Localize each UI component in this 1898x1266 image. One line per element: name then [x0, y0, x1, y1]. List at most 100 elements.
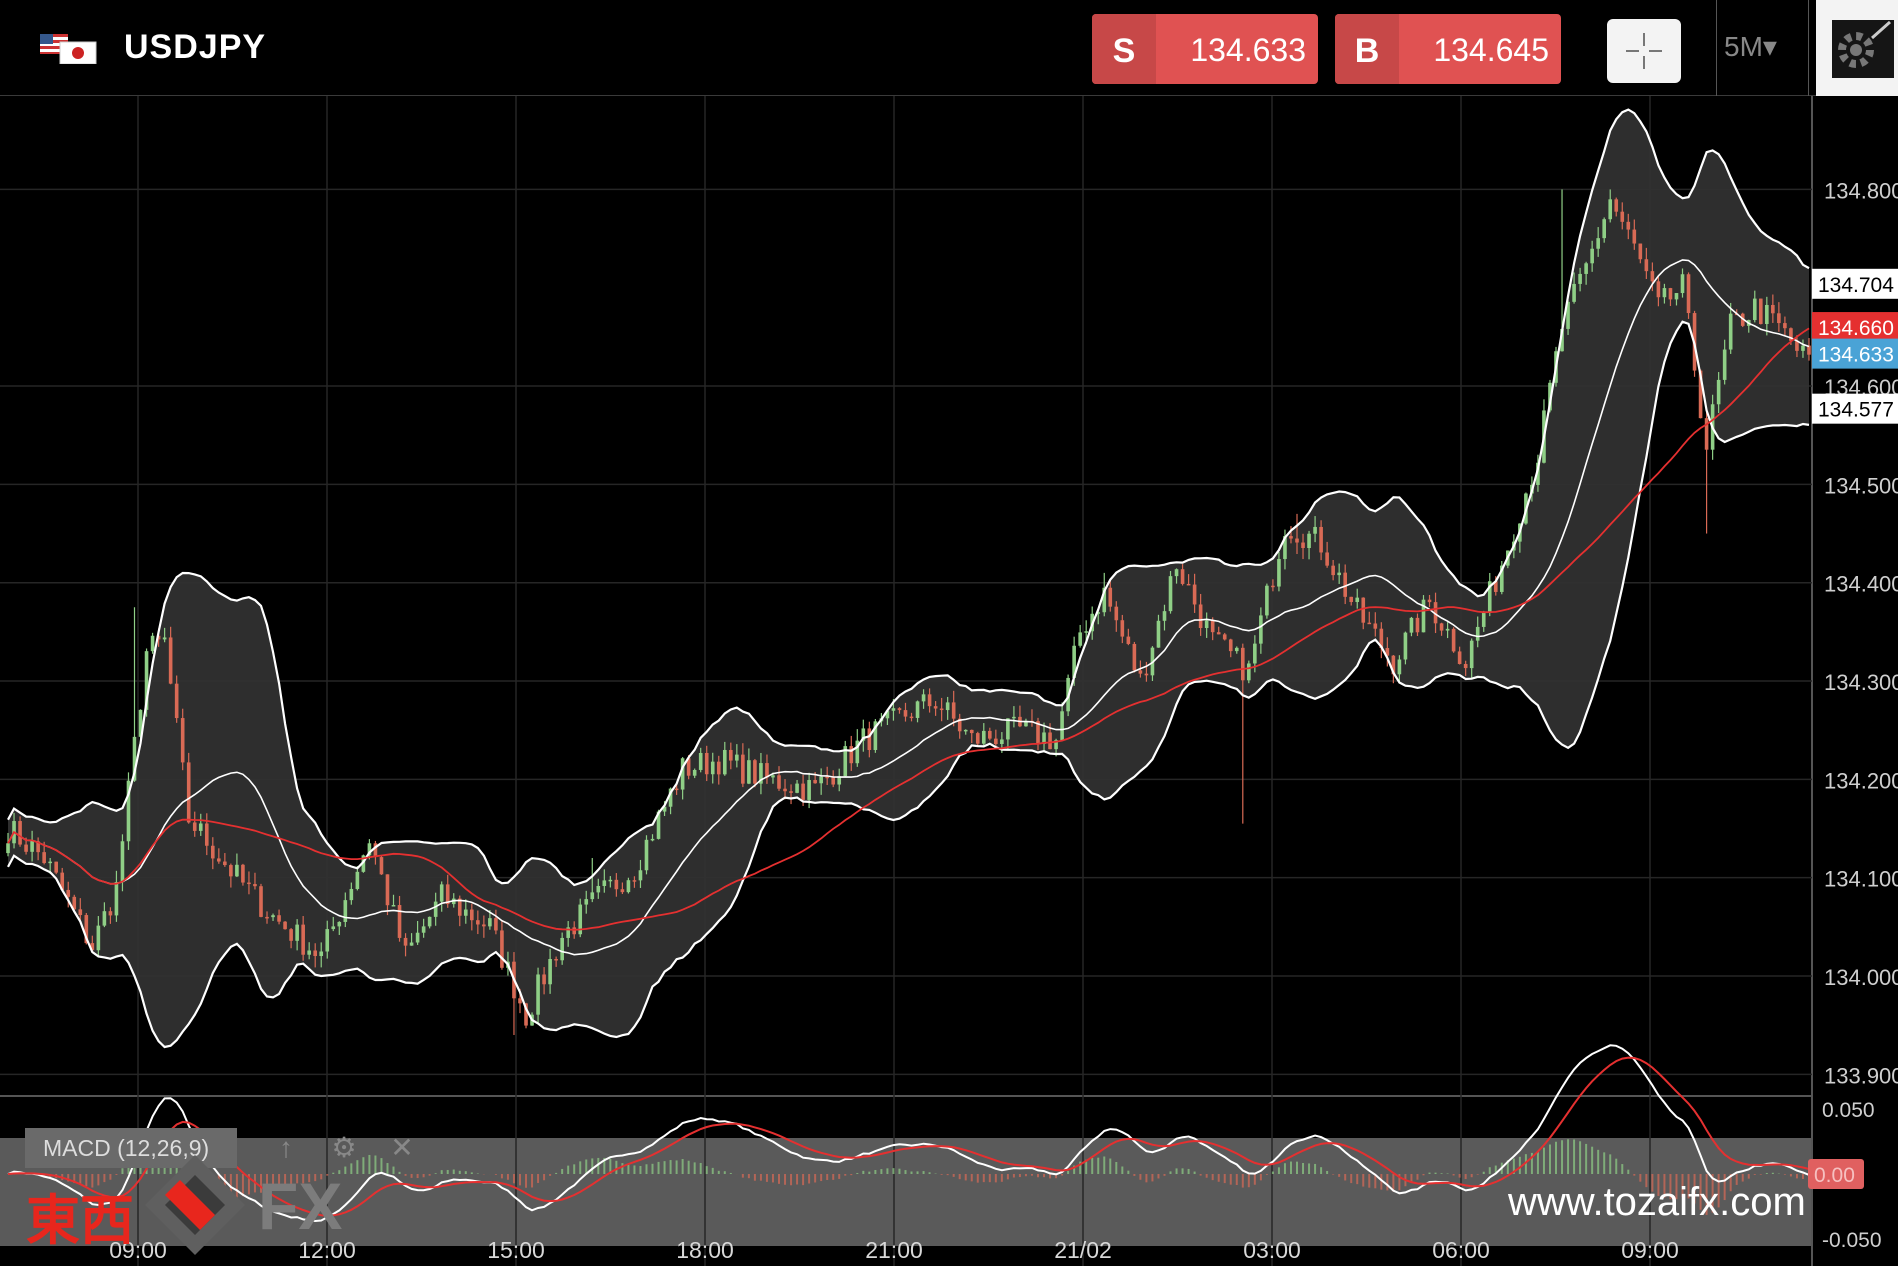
- x-tick-label: 18:00: [676, 1237, 734, 1263]
- settings-button[interactable]: [1816, 0, 1898, 96]
- candle-body: [536, 974, 540, 1015]
- candle-body: [1313, 526, 1317, 534]
- y-tick-label: 134.400: [1824, 572, 1898, 597]
- candle-body: [1415, 617, 1420, 633]
- close-icon[interactable]: ✕: [390, 1132, 414, 1163]
- macd-y-tick: -0.050: [1822, 1229, 1882, 1252]
- candle-body: [482, 924, 486, 927]
- candle-body: [771, 775, 775, 778]
- candle-body: [735, 754, 739, 761]
- candle-body: [1602, 219, 1607, 239]
- candle-body: [355, 871, 360, 889]
- move-up-icon[interactable]: ↑: [279, 1132, 293, 1163]
- candle-body: [84, 915, 89, 944]
- price-tag-ma: [1812, 312, 1898, 343]
- candle-body: [1325, 552, 1329, 566]
- candle-body: [680, 758, 685, 790]
- candle-body: [861, 728, 866, 741]
- x-tick-label: 03:00: [1243, 1237, 1301, 1263]
- candle-body: [1277, 559, 1281, 587]
- candle-body: [1662, 288, 1667, 298]
- candle-body: [945, 702, 950, 711]
- macd-indicator-label[interactable]: MACD (12,26,9): [25, 1128, 237, 1168]
- candle-body: [1180, 569, 1185, 584]
- candle-body: [204, 823, 209, 846]
- bollinger-lower-line: [7, 320, 1810, 1049]
- candle-body: [855, 740, 860, 764]
- crosshair-button[interactable]: [1607, 19, 1681, 83]
- candle-body: [903, 710, 908, 717]
- candle-body: [36, 841, 40, 853]
- candle-body: [608, 879, 613, 882]
- macd-value-tag: [1808, 1159, 1864, 1189]
- watermark-url: www.tozaifx.com: [1508, 1180, 1806, 1224]
- candle-body: [825, 776, 829, 779]
- candle-body: [584, 899, 589, 905]
- toolbar-divider: [1808, 0, 1809, 96]
- candle-body: [1337, 572, 1341, 576]
- gear-icon: [1832, 20, 1894, 78]
- macd-signal-line: [7, 1056, 1810, 1217]
- candle-body: [981, 730, 986, 744]
- indicator-gear-icon[interactable]: ⚙: [331, 1132, 357, 1163]
- candle-body: [1632, 229, 1637, 244]
- candle-body: [283, 921, 287, 930]
- candle-body: [162, 637, 167, 640]
- buy-button[interactable]: B 134.645: [1335, 14, 1561, 84]
- candle-body: [144, 651, 149, 710]
- candle-body: [747, 760, 751, 784]
- candle-body: [1060, 711, 1064, 741]
- candle-body: [686, 758, 691, 776]
- candle-body: [915, 701, 920, 718]
- candle-body: [698, 752, 703, 770]
- candle-body: [1114, 606, 1119, 621]
- candle-body: [885, 710, 890, 719]
- candle-body: [777, 775, 781, 789]
- candle-body: [1475, 626, 1480, 641]
- candle-body: [1807, 345, 1811, 355]
- candle-body: [897, 708, 902, 711]
- price-chart[interactable]: 133.900 134.000 134.100 134.200 134.300 134.4…: [0, 96, 1898, 1266]
- candle-body: [674, 788, 679, 791]
- candle-body: [1626, 221, 1631, 230]
- candle-body: [210, 845, 215, 859]
- candle-body: [843, 746, 848, 777]
- sell-label: S: [1092, 14, 1156, 84]
- x-tick-label: 09:00: [1621, 1237, 1679, 1263]
- watermark-fx: FX: [258, 1169, 343, 1243]
- candle-body: [831, 776, 836, 785]
- candle-body: [307, 950, 311, 955]
- candle-body: [259, 886, 263, 917]
- candle-body: [476, 920, 480, 925]
- candle-body: [1716, 379, 1721, 405]
- candle-body: [457, 898, 462, 916]
- candle-body: [1433, 602, 1438, 624]
- candle-body: [1054, 740, 1058, 750]
- candle-body: [1493, 581, 1498, 592]
- candle-body: [638, 870, 643, 881]
- candle-body: [6, 843, 10, 854]
- candle-body: [343, 900, 348, 922]
- candle-body: [331, 926, 336, 930]
- candle-body: [759, 763, 763, 784]
- candle-body: [72, 896, 77, 910]
- candle-body: [1253, 643, 1257, 664]
- candle-body: [1006, 718, 1010, 740]
- candle-body: [120, 841, 125, 883]
- candle-body: [385, 874, 390, 906]
- candle-body: [1259, 615, 1263, 644]
- candle-body: [1560, 328, 1564, 352]
- candle-body: [1445, 628, 1450, 631]
- candle-body: [192, 822, 197, 831]
- candle-body: [241, 864, 245, 883]
- candle-body: [1614, 199, 1619, 212]
- candle-body: [235, 864, 239, 877]
- symbol-title[interactable]: USDJPY: [124, 28, 267, 66]
- candle-body: [1722, 349, 1727, 380]
- candle-body: [1132, 643, 1137, 671]
- candle-body: [397, 905, 402, 938]
- timeframe-dropdown[interactable]: 5M▾: [1724, 31, 1777, 62]
- candle-body: [470, 909, 474, 921]
- sell-button[interactable]: S 134.633: [1092, 14, 1318, 84]
- watermark-logo-text: 東西: [26, 1191, 134, 1251]
